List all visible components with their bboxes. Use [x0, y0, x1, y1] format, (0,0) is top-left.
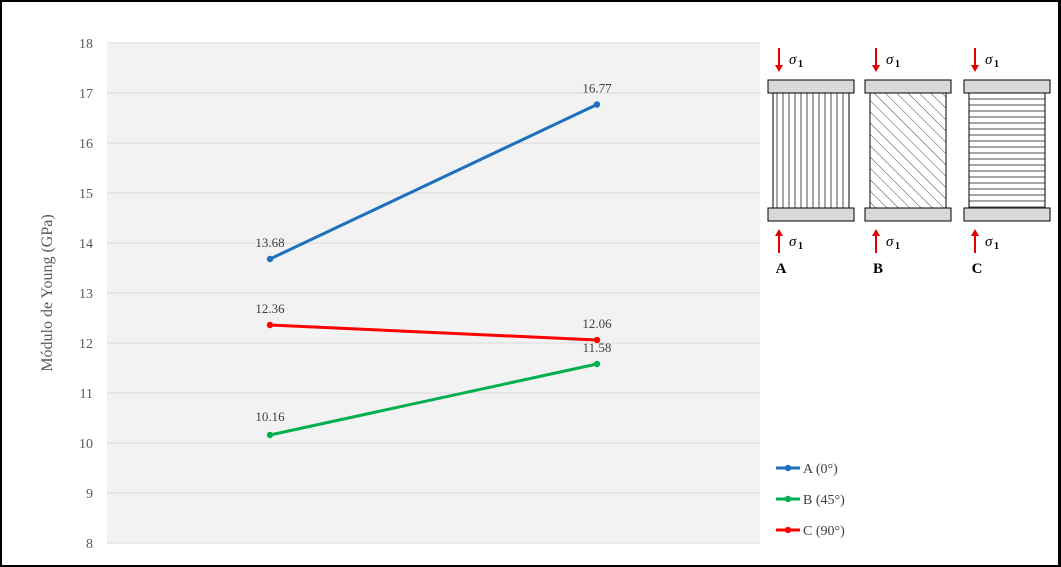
y-tick-label: 10: [79, 437, 93, 452]
stress-symbol: σ: [886, 52, 894, 68]
series-1: 13.68 16.77: [255, 81, 612, 263]
y-tick-label: 18: [79, 37, 93, 52]
platen-top: [963, 79, 1051, 94]
platen-top: [767, 79, 855, 94]
legend-item: B (45°): [776, 493, 845, 508]
y-tick-label: 13: [79, 287, 93, 302]
stress-subscript: 1: [798, 59, 803, 70]
data-point: [266, 255, 274, 263]
stress-subscript: 1: [895, 241, 900, 252]
series-line: [269, 103, 598, 261]
data-label: 10.16: [255, 409, 285, 424]
y-tick-label: 17: [79, 87, 93, 102]
data-point: [593, 101, 601, 108]
platen-bottom: [767, 207, 855, 222]
y-axis-ticks: 8 9 10 11 12 13 14 15 16 17 18: [79, 37, 93, 552]
specimen-label: C: [972, 261, 983, 277]
series-line: [269, 323, 598, 342]
specimen-hatch-diagonal: [869, 92, 947, 209]
y-tick-label: 15: [79, 187, 93, 202]
specimen-label: A: [776, 261, 787, 277]
data-label: 12.06: [582, 316, 612, 331]
stress-arrow-head: [971, 65, 979, 72]
y-tick-label: 12: [79, 337, 93, 352]
series-2: 10.16 11.58: [255, 340, 612, 439]
y-axis-label: Módulo de Young (GPa): [39, 214, 56, 371]
data-point: [266, 321, 274, 329]
data-label: 13.68: [255, 235, 284, 250]
stress-arrow-head: [872, 65, 880, 72]
stress-symbol: σ: [985, 52, 993, 68]
stress-subscript: 1: [994, 59, 999, 70]
stress-symbol: σ: [886, 234, 894, 250]
legend-label: C (90°): [803, 524, 845, 539]
specimen-label: B: [873, 261, 883, 277]
gridlines: [107, 42, 760, 544]
legend-marker: [784, 495, 792, 503]
data-point: [266, 431, 274, 439]
stress-arrow-head: [775, 65, 783, 72]
specimen-b: σ 1σ 1B: [864, 48, 952, 277]
platen-bottom: [864, 207, 952, 222]
stress-arrow-head: [775, 229, 783, 236]
y-tick-label: 9: [86, 487, 93, 502]
data-label: 16.77: [582, 81, 612, 96]
specimen-c: σ 1σ 1C: [963, 48, 1051, 277]
series-layer: 13.68 16.77 10.16 11.58 12.36 12.06: [255, 81, 612, 439]
data-point: [593, 336, 601, 344]
legend-marker: [784, 526, 792, 534]
y-tick-label: 14: [79, 237, 93, 252]
platen-top: [864, 79, 952, 94]
stress-subscript: 1: [994, 241, 999, 252]
series-3: 12.36 12.06: [255, 301, 612, 344]
stress-symbol: σ: [789, 52, 797, 68]
specimen-hatch-horizontal: [968, 92, 1046, 209]
stress-subscript: 1: [798, 241, 803, 252]
data-label: 11.58: [583, 340, 612, 355]
legend-label: B (45°): [803, 493, 845, 508]
y-tick-label: 11: [80, 387, 93, 402]
legend-marker: [784, 464, 792, 472]
specimen-diagram: σ 1σ 1Aσ 1σ 1Bσ 1σ 1C: [767, 48, 1051, 277]
stress-symbol: σ: [985, 234, 993, 250]
data-point: [593, 360, 601, 368]
legend-label: A (0°): [803, 462, 838, 477]
legend: A (0°) B (45°) C (90°): [776, 462, 845, 539]
specimen-a: σ 1σ 1A: [767, 48, 855, 277]
series-line: [269, 362, 598, 437]
y-tick-label: 8: [86, 537, 93, 552]
platen-bottom: [963, 207, 1051, 222]
stress-arrow-head: [872, 229, 880, 236]
stress-subscript: 1: [895, 59, 900, 70]
y-tick-label: 16: [79, 137, 93, 152]
legend-item: A (0°): [776, 462, 838, 477]
stress-symbol: σ: [789, 234, 797, 250]
legend-item: C (90°): [776, 524, 845, 539]
specimen-hatch-vertical: [772, 92, 850, 209]
stress-arrow-head: [971, 229, 979, 236]
data-label: 12.36: [255, 301, 285, 316]
